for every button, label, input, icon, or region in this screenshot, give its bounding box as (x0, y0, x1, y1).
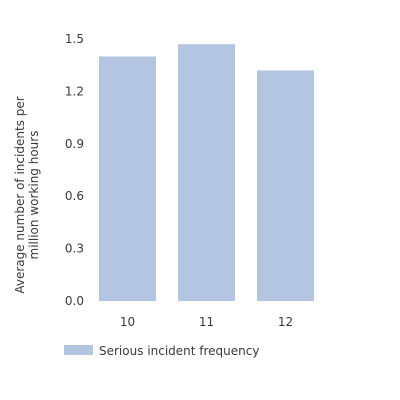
bar-12 (257, 70, 314, 301)
x-axis-ticks: 10 11 12 (120, 315, 293, 329)
bars (99, 44, 314, 302)
y-tick-label: 1.2 (65, 84, 84, 98)
y-axis-title-line: million working hours (27, 131, 41, 260)
x-tick-label: 11 (199, 315, 214, 329)
bar-10 (99, 56, 156, 301)
bar-11 (178, 44, 235, 302)
y-axis-title-line: Average number of incidents per (13, 96, 27, 293)
y-tick-label: 1.5 (65, 32, 84, 46)
x-tick-label: 10 (120, 315, 135, 329)
y-axis-title: Average number of incidents per million w… (13, 96, 41, 293)
legend: Serious incident frequency (64, 344, 259, 358)
y-tick-label: 0.9 (65, 137, 84, 151)
y-tick-label: 0.3 (65, 242, 84, 256)
x-tick-label: 12 (278, 315, 293, 329)
y-tick-label: 0.0 (65, 294, 84, 308)
y-tick-label: 0.6 (65, 189, 84, 203)
legend-label: Serious incident frequency (99, 344, 259, 358)
y-axis-ticks: 0.0 0.3 0.6 0.9 1.2 1.5 (65, 32, 84, 308)
legend-swatch (64, 345, 93, 355)
